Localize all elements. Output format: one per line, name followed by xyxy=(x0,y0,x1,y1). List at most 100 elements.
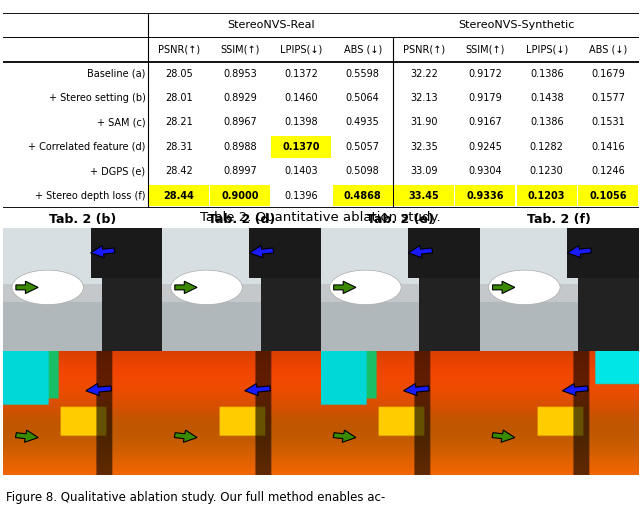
Text: 32.35: 32.35 xyxy=(410,142,438,152)
Text: Tab. 2 (e): Tab. 2 (e) xyxy=(367,213,434,226)
Ellipse shape xyxy=(488,270,560,305)
Text: 0.1438: 0.1438 xyxy=(530,93,564,103)
Text: 0.1282: 0.1282 xyxy=(530,142,564,152)
Bar xyxy=(260,247,321,351)
Text: 0.8988: 0.8988 xyxy=(223,142,257,152)
Polygon shape xyxy=(492,430,515,442)
Text: 0.4868: 0.4868 xyxy=(344,191,381,201)
Polygon shape xyxy=(493,281,515,293)
Polygon shape xyxy=(15,430,38,442)
Text: + Stereo setting (b): + Stereo setting (b) xyxy=(49,93,145,103)
Text: 0.1203: 0.1203 xyxy=(528,191,566,201)
Text: LPIPS(↓): LPIPS(↓) xyxy=(525,45,568,54)
Text: 33.45: 33.45 xyxy=(409,191,440,201)
Text: 0.8953: 0.8953 xyxy=(223,69,257,78)
FancyBboxPatch shape xyxy=(333,185,393,206)
Text: 0.4935: 0.4935 xyxy=(346,117,380,127)
Text: SSIM(↑): SSIM(↑) xyxy=(466,45,505,54)
Text: 0.1386: 0.1386 xyxy=(530,69,564,78)
Bar xyxy=(567,228,639,278)
Text: + SAM (c): + SAM (c) xyxy=(97,117,145,127)
Text: 0.9336: 0.9336 xyxy=(467,191,504,201)
Text: 33.09: 33.09 xyxy=(410,166,438,176)
Text: + Stereo depth loss (f): + Stereo depth loss (f) xyxy=(35,191,145,201)
Text: StereoNVS-Real: StereoNVS-Real xyxy=(227,20,315,30)
Text: 0.1531: 0.1531 xyxy=(591,117,625,127)
Text: 0.1679: 0.1679 xyxy=(591,69,625,78)
FancyBboxPatch shape xyxy=(148,185,209,206)
Text: 28.05: 28.05 xyxy=(165,69,193,78)
Text: 0.1386: 0.1386 xyxy=(530,117,564,127)
Text: 0.1398: 0.1398 xyxy=(285,117,318,127)
Bar xyxy=(480,228,639,284)
Ellipse shape xyxy=(330,270,401,305)
Bar xyxy=(91,228,162,278)
Polygon shape xyxy=(86,384,111,396)
Bar xyxy=(321,302,419,351)
Text: 0.9245: 0.9245 xyxy=(468,142,502,152)
Text: 0.8967: 0.8967 xyxy=(223,117,257,127)
Bar xyxy=(162,302,260,351)
Text: 28.21: 28.21 xyxy=(165,117,193,127)
Text: PSNR(↑): PSNR(↑) xyxy=(403,45,445,54)
Polygon shape xyxy=(567,246,591,258)
Bar xyxy=(3,228,162,284)
Polygon shape xyxy=(408,246,433,258)
Text: Figure 8. Qualitative ablation study. Our full method enables ac-: Figure 8. Qualitative ablation study. Ou… xyxy=(6,491,386,504)
Text: Tab. 2 (d): Tab. 2 (d) xyxy=(208,213,275,226)
Text: ABS (↓): ABS (↓) xyxy=(589,45,627,54)
Text: Tab. 2 (b): Tab. 2 (b) xyxy=(49,213,116,226)
Polygon shape xyxy=(16,281,38,293)
Ellipse shape xyxy=(12,270,83,305)
Text: 0.5057: 0.5057 xyxy=(346,142,380,152)
FancyBboxPatch shape xyxy=(394,185,454,206)
Bar xyxy=(102,247,162,351)
Text: LPIPS(↓): LPIPS(↓) xyxy=(280,45,323,54)
Text: 0.1370: 0.1370 xyxy=(283,142,320,152)
Text: 0.9172: 0.9172 xyxy=(468,69,502,78)
Text: 32.13: 32.13 xyxy=(410,93,438,103)
FancyBboxPatch shape xyxy=(271,136,332,157)
Bar xyxy=(321,228,480,284)
Polygon shape xyxy=(174,430,197,442)
Text: 0.9179: 0.9179 xyxy=(468,93,502,103)
Text: 0.1577: 0.1577 xyxy=(591,93,625,103)
Text: 0.1403: 0.1403 xyxy=(285,166,318,176)
Text: 0.9304: 0.9304 xyxy=(468,166,502,176)
Bar xyxy=(480,302,579,351)
Text: 0.1416: 0.1416 xyxy=(591,142,625,152)
Text: 0.9167: 0.9167 xyxy=(468,117,502,127)
Polygon shape xyxy=(175,281,197,293)
Text: + DGPS (e): + DGPS (e) xyxy=(90,166,145,176)
Bar xyxy=(250,228,321,278)
Text: 0.5098: 0.5098 xyxy=(346,166,380,176)
FancyBboxPatch shape xyxy=(578,185,638,206)
Text: 31.90: 31.90 xyxy=(410,117,438,127)
Text: Tab. 2 (f): Tab. 2 (f) xyxy=(527,213,591,226)
Text: 0.1056: 0.1056 xyxy=(589,191,627,201)
Text: 0.1246: 0.1246 xyxy=(591,166,625,176)
Text: Table 2. Quantitative ablation study.: Table 2. Quantitative ablation study. xyxy=(200,211,440,224)
Text: ABS (↓): ABS (↓) xyxy=(344,45,382,54)
Bar xyxy=(162,228,321,284)
Text: 0.1396: 0.1396 xyxy=(285,191,318,201)
Text: Baseline (a): Baseline (a) xyxy=(87,69,145,78)
FancyBboxPatch shape xyxy=(516,185,577,206)
Text: 0.1372: 0.1372 xyxy=(285,69,318,78)
Text: 0.5064: 0.5064 xyxy=(346,93,380,103)
Text: 28.31: 28.31 xyxy=(165,142,193,152)
Polygon shape xyxy=(250,246,274,258)
Text: 0.9000: 0.9000 xyxy=(221,191,259,201)
Text: PSNR(↑): PSNR(↑) xyxy=(157,45,200,54)
Text: 28.01: 28.01 xyxy=(165,93,193,103)
FancyBboxPatch shape xyxy=(210,185,270,206)
Text: StereoNVS-Synthetic: StereoNVS-Synthetic xyxy=(458,20,574,30)
Text: 28.42: 28.42 xyxy=(165,166,193,176)
Polygon shape xyxy=(244,384,271,396)
Text: 0.1230: 0.1230 xyxy=(530,166,564,176)
Text: 0.8929: 0.8929 xyxy=(223,93,257,103)
Bar xyxy=(419,247,480,351)
Polygon shape xyxy=(563,384,588,396)
FancyBboxPatch shape xyxy=(455,185,515,206)
Text: SSIM(↑): SSIM(↑) xyxy=(220,45,260,54)
